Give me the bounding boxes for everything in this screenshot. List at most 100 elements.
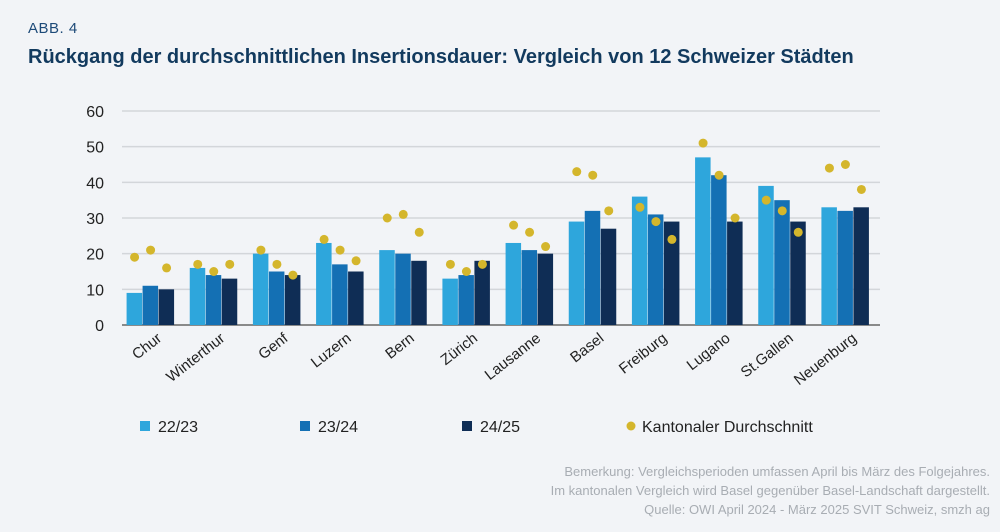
bar-23-24 [458,275,474,325]
bar-24-25 [284,275,301,325]
y-tick-label: 50 [86,140,104,157]
y-tick-label: 0 [95,318,104,335]
average-dot [651,217,661,227]
x-tick-label: Zürich [438,330,481,369]
average-dot [225,259,235,269]
bar-22-23 [442,278,458,325]
average-dot [525,227,535,237]
legend-swatch [140,421,150,431]
x-tick-label: Lausanne [482,330,544,384]
average-dot [856,184,866,194]
legend-label: 24/25 [480,419,520,436]
bar-24-25 [221,278,238,325]
bar-23-24 [584,210,601,325]
average-dot [209,267,219,276]
bar-22-23 [631,196,648,325]
legend-label: 23/24 [318,419,358,436]
average-dot [351,256,361,266]
bar-24-25 [790,221,806,325]
bar-22-23 [695,157,711,325]
bar-24-25 [474,260,490,325]
bar-24-25 [537,253,554,325]
average-dot [162,263,172,273]
average-dot [146,245,156,255]
bar-22-23 [821,207,837,325]
average-dot [714,170,724,180]
x-tick-label: Bern [382,330,417,363]
x-tick-label: Basel [567,330,607,367]
average-dot [588,170,598,180]
y-tick-label: 30 [86,211,104,228]
average-dot [130,252,140,262]
legend-label: 22/23 [158,419,198,436]
legend-swatch [300,421,310,431]
bar-23-24 [332,264,348,325]
average-dot [541,242,551,252]
average-dot [445,259,455,269]
legend-swatch [462,421,472,431]
x-tick-label: Chur [129,330,165,363]
bar-24-25 [348,271,364,325]
legend-label: Kantonaler Durchschnitt [642,419,813,436]
average-dot [730,213,740,223]
average-dot [761,195,771,205]
bar-23-24 [521,250,538,325]
bar-24-25 [158,289,175,325]
bar-22-23 [505,242,522,325]
x-tick-label: Luzern [308,330,355,372]
bar-22-23 [252,253,269,325]
note-line: Im kantonalen Vergleich wird Basel gegen… [550,483,990,498]
bar-23-24 [142,285,159,325]
bar-23-24 [647,214,664,325]
y-tick-label: 10 [86,282,104,299]
bar-22-23 [316,242,332,325]
legend-swatch [626,421,636,431]
x-tick-label: Neuenburg [791,330,860,389]
bar-22-23 [126,292,143,325]
figure-label: ABB. 4 [28,20,78,37]
bar-22-23 [189,267,206,325]
bar-22-23 [379,250,395,325]
x-tick-label: Lugano [684,330,734,374]
average-dot [572,167,582,177]
bar-22-23 [568,221,585,325]
bar-24-25 [600,228,617,325]
average-dot [777,206,787,216]
average-dot [477,259,487,269]
average-dot [335,245,345,255]
x-tick-label: Freiburg [616,330,670,378]
average-dot [824,163,834,173]
average-dot [667,234,677,244]
y-tick-label: 40 [86,175,104,192]
bar-23-24 [395,253,411,325]
footnote: Bemerkung: Vergleichsperioden umfassen A… [551,462,990,519]
y-tick-label: 60 [86,104,104,121]
average-dot [398,209,408,219]
average-dot [604,206,614,216]
average-dot [840,160,850,169]
chart-title: Rückgang der durchschnittlichen Insertio… [28,46,854,68]
bar-24-25 [663,221,680,325]
bar-23-24 [711,175,727,325]
note-line: Bemerkung: Vergleichsperioden umfassen A… [564,464,990,479]
average-dot [793,227,803,237]
bar-23-24 [774,200,790,325]
average-dot [461,267,471,276]
average-dot [635,202,645,212]
x-tick-label: Winterthur [163,330,228,386]
bar-24-25 [727,221,743,325]
x-tick-label: Genf [255,329,292,363]
average-dot [193,259,203,269]
note-line: Quelle: OWI April 2024 - März 2025 SVIT … [644,502,990,517]
bar-24-25 [411,260,427,325]
x-tick-label: St.Gallen [738,330,797,381]
average-dot [382,213,392,223]
bar-24-25 [853,207,869,325]
average-dot [414,227,424,237]
bar-22-23 [758,185,774,325]
bar-23-24 [268,271,285,325]
average-dot [319,234,329,244]
bar-23-24 [205,275,222,325]
